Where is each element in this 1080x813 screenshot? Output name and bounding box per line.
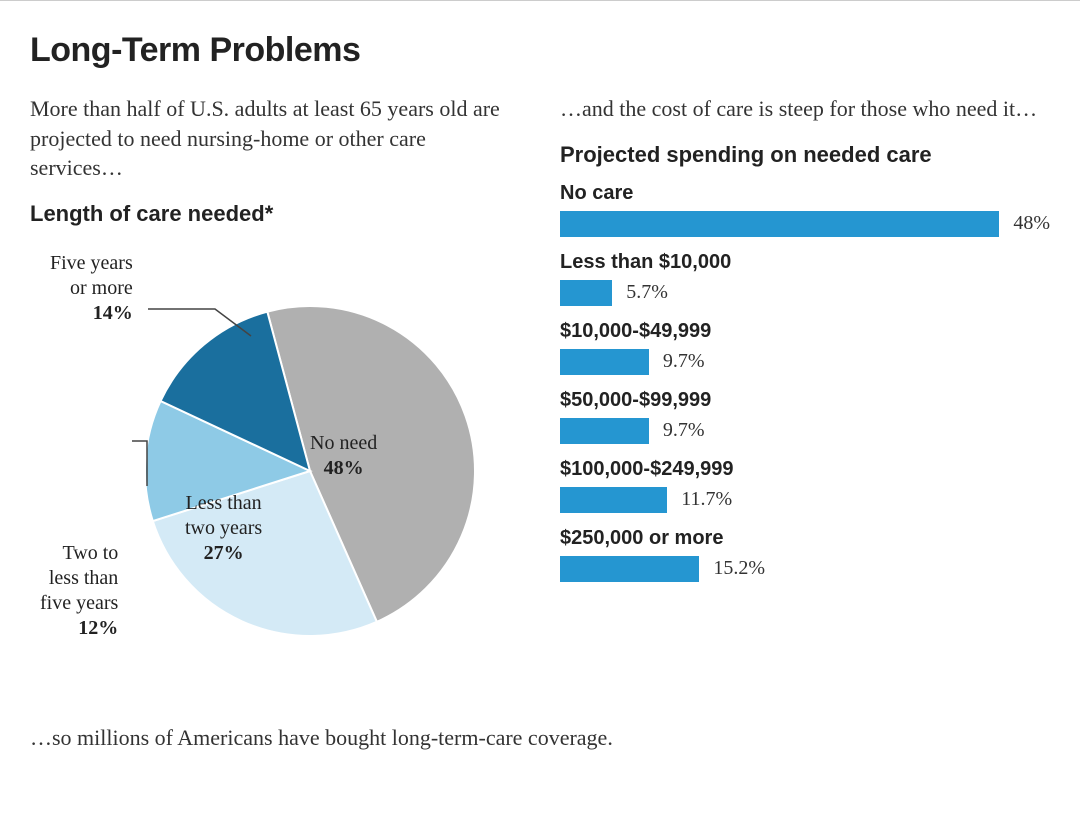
bar-value: 5.7% [626,281,668,304]
pie-inside-label-no-need: No need 48% [310,431,377,481]
pie-callout-pct: 12% [78,617,118,639]
right-subhead: Projected spending on needed care [560,142,1050,168]
footer-text: …so millions of Americans have bought lo… [30,725,1050,751]
bar-group: $50,000-$99,999 9.7% [560,389,1050,444]
bar-label: $50,000-$99,999 [560,389,1050,412]
right-column: …and the cost of care is steep for those… [560,94,1050,701]
bar-value: 48% [1013,212,1050,235]
bar-label: Less than $10,000 [560,251,1050,274]
pie-inside-label-lt-two: Less than two years 27% [185,491,262,566]
pie-inside-text: No need [310,432,377,454]
pie-inside-pct: 27% [204,542,244,564]
bar-group: $100,000-$249,999 11.7% [560,458,1050,513]
left-column: More than half of U.S. adults at least 6… [30,94,520,701]
pie-callout-five-plus: Five years or more 14% [50,251,133,326]
page-title: Long-Term Problems [30,31,1050,70]
columns: More than half of U.S. adults at least 6… [30,94,1050,701]
bar [560,211,999,237]
left-lede: More than half of U.S. adults at least 6… [30,94,520,183]
pie-callout-line: less than [49,567,118,589]
pie-callout-two-five: Two to less than five years 12% [40,541,118,641]
pie-inside-text: Less than [186,492,262,514]
bar-row: 48% [560,211,1050,237]
bar-group: $10,000-$49,999 9.7% [560,320,1050,375]
bar-group: $250,000 or more 15.2% [560,527,1050,582]
bar-label: $10,000-$49,999 [560,320,1050,343]
pie-callout-pct: 14% [93,302,133,324]
infographic-container: Long-Term Problems More than half of U.S… [0,0,1080,781]
bar [560,487,667,513]
bar-row: 11.7% [560,487,1050,513]
bar [560,418,649,444]
bar-label: $250,000 or more [560,527,1050,550]
bar-label: No care [560,182,1050,205]
pie-chart: Five years or more 14% Two to less than … [30,241,520,701]
pie-callout-line: or more [70,277,133,299]
bar-group: Less than $10,000 5.7% [560,251,1050,306]
left-subhead: Length of care needed* [30,201,520,227]
bar [560,280,612,306]
bar-row: 9.7% [560,349,1050,375]
bar-row: 5.7% [560,280,1050,306]
pie-inside-text: two years [185,517,262,539]
bar [560,349,649,375]
pie-inside-pct: 48% [324,457,364,479]
bar-value: 9.7% [663,419,705,442]
bar-value: 15.2% [713,557,765,580]
pie-callout-line: Two to [62,542,118,564]
bar-chart: No care 48% Less than $10,000 5.7% $10,000-$… [560,182,1050,582]
bar-group: No care 48% [560,182,1050,237]
bar-row: 9.7% [560,418,1050,444]
pie-callout-line: five years [40,592,118,614]
bar-label: $100,000-$249,999 [560,458,1050,481]
right-lede: …and the cost of care is steep for those… [560,94,1050,124]
bar [560,556,699,582]
bar-value: 11.7% [681,488,732,511]
bar-value: 9.7% [663,350,705,373]
bar-row: 15.2% [560,556,1050,582]
pie-callout-line: Five years [50,252,133,274]
